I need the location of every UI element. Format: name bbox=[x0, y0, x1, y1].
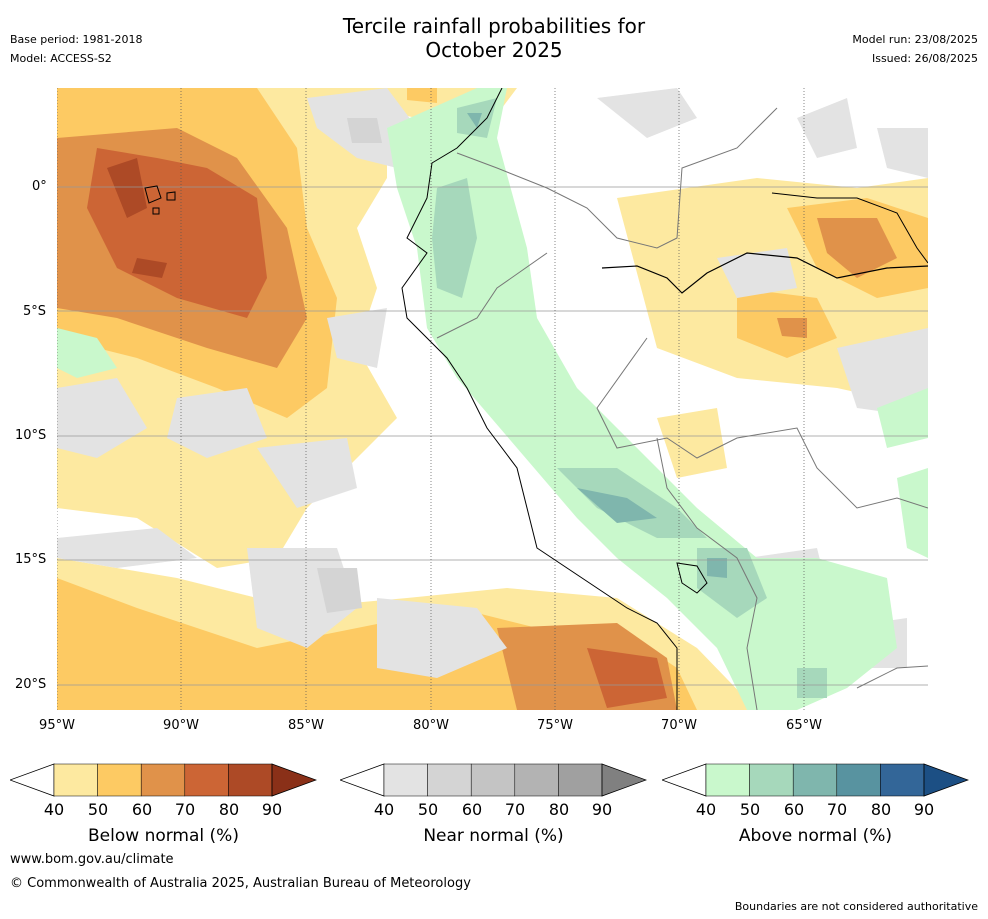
lat-label-0: 0° bbox=[32, 179, 47, 194]
colorbar-segment bbox=[514, 763, 559, 797]
legend-tick: 50 bbox=[87, 800, 109, 819]
colorbar-high-arrow bbox=[271, 763, 318, 797]
colorbar-segment bbox=[184, 763, 229, 797]
legend-tick: 70 bbox=[504, 800, 526, 819]
colorbar-high-arrow bbox=[923, 763, 970, 797]
colorbar-segment bbox=[749, 763, 794, 797]
legend-tick: 90 bbox=[913, 800, 935, 819]
lake-titicaca bbox=[676, 562, 708, 594]
legend-tick: 70 bbox=[826, 800, 848, 819]
lon-label-70w: 70°W bbox=[661, 718, 697, 733]
legend-tick: 50 bbox=[739, 800, 761, 819]
lat-label-20s: 20°S bbox=[15, 677, 47, 692]
title-line-2: October 2025 bbox=[425, 38, 563, 62]
colorbar-low-arrow bbox=[338, 763, 385, 797]
lon-label-75w: 75°W bbox=[537, 718, 573, 733]
legend-tick: 40 bbox=[43, 800, 65, 819]
below-normal-colorbar bbox=[8, 763, 318, 797]
colorbar-segment bbox=[140, 763, 186, 797]
coastline bbox=[401, 88, 678, 710]
legend-tick: 90 bbox=[261, 800, 283, 819]
legend-tick: 80 bbox=[870, 800, 892, 819]
base-period: Base period: 1981-2018 bbox=[10, 33, 143, 46]
colorbar-high-arrow bbox=[601, 763, 648, 797]
above-normal-colorbar bbox=[660, 763, 970, 797]
colorbar-segment bbox=[880, 763, 925, 797]
lon-label-95w: 95°W bbox=[39, 718, 75, 733]
legend-label-near: Near normal (%) bbox=[423, 826, 564, 846]
lon-label-90w: 90°W bbox=[163, 718, 199, 733]
legend-tick: 60 bbox=[131, 800, 153, 819]
model-run-date: Model run: 23/08/2025 bbox=[852, 33, 978, 46]
legend-tick: 40 bbox=[695, 800, 717, 819]
galapagos-islands bbox=[144, 185, 176, 215]
legend-tick: 60 bbox=[461, 800, 483, 819]
colorbar-segment bbox=[470, 763, 516, 797]
river-north bbox=[771, 192, 928, 264]
probability-map bbox=[57, 88, 928, 710]
legend-label-above: Above normal (%) bbox=[738, 826, 893, 846]
map-title: Tercile rainfall probabilities for Octob… bbox=[0, 14, 988, 62]
lon-label-65w: 65°W bbox=[786, 718, 822, 733]
legend-tick: 50 bbox=[417, 800, 439, 819]
title-line-1: Tercile rainfall probabilities for bbox=[342, 14, 646, 38]
map-canvas bbox=[57, 88, 928, 710]
colorbar-low-arrow bbox=[8, 763, 55, 797]
river bbox=[601, 252, 928, 294]
legend-below-normal: 40 50 60 70 80 90 Below normal (%) bbox=[8, 762, 318, 852]
lon-label-85w: 85°W bbox=[288, 718, 324, 733]
issued-date: Issued: 26/08/2025 bbox=[871, 52, 978, 65]
footer-disclaimer: Boundaries are not considered authoritat… bbox=[734, 900, 978, 913]
footer-copyright: © Commonwealth of Australia 2025, Austra… bbox=[10, 876, 471, 891]
lat-label-15s: 15°S bbox=[15, 552, 47, 567]
legend-above-normal: 40 50 60 70 80 90 Above normal (%) bbox=[660, 762, 970, 852]
country-borders bbox=[436, 107, 928, 710]
colorbar-segment bbox=[836, 763, 881, 797]
legend-tick: 70 bbox=[174, 800, 196, 819]
model-name: Model: ACCESS-S2 bbox=[10, 52, 112, 65]
legend-tick: 40 bbox=[373, 800, 395, 819]
footer-url: www.bom.gov.au/climate bbox=[10, 852, 174, 867]
legend-tick: 60 bbox=[783, 800, 805, 819]
above-normal-shading bbox=[57, 88, 928, 710]
colorbar-segment bbox=[792, 763, 838, 797]
near-normal-colorbar bbox=[338, 763, 648, 797]
colorbar-segment bbox=[97, 763, 142, 797]
colorbar-segment bbox=[383, 763, 428, 797]
legend-tick: 80 bbox=[218, 800, 240, 819]
colorbar-segment bbox=[53, 763, 98, 797]
colorbar-segment bbox=[558, 763, 603, 797]
legend-near-normal: 40 50 60 70 80 90 Near normal (%) bbox=[338, 762, 648, 852]
colorbar-segment bbox=[427, 763, 472, 797]
legend-tick: 80 bbox=[548, 800, 570, 819]
near-normal-shading bbox=[57, 88, 928, 678]
colorbar-segment bbox=[705, 763, 750, 797]
legend-tick: 90 bbox=[591, 800, 613, 819]
lon-label-80w: 80°W bbox=[413, 718, 449, 733]
colorbar-segment bbox=[228, 763, 273, 797]
lat-label-5s: 5°S bbox=[23, 304, 47, 319]
lat-label-10s: 10°S bbox=[15, 428, 47, 443]
legend-label-below: Below normal (%) bbox=[88, 826, 239, 846]
colorbar-low-arrow bbox=[660, 763, 707, 797]
